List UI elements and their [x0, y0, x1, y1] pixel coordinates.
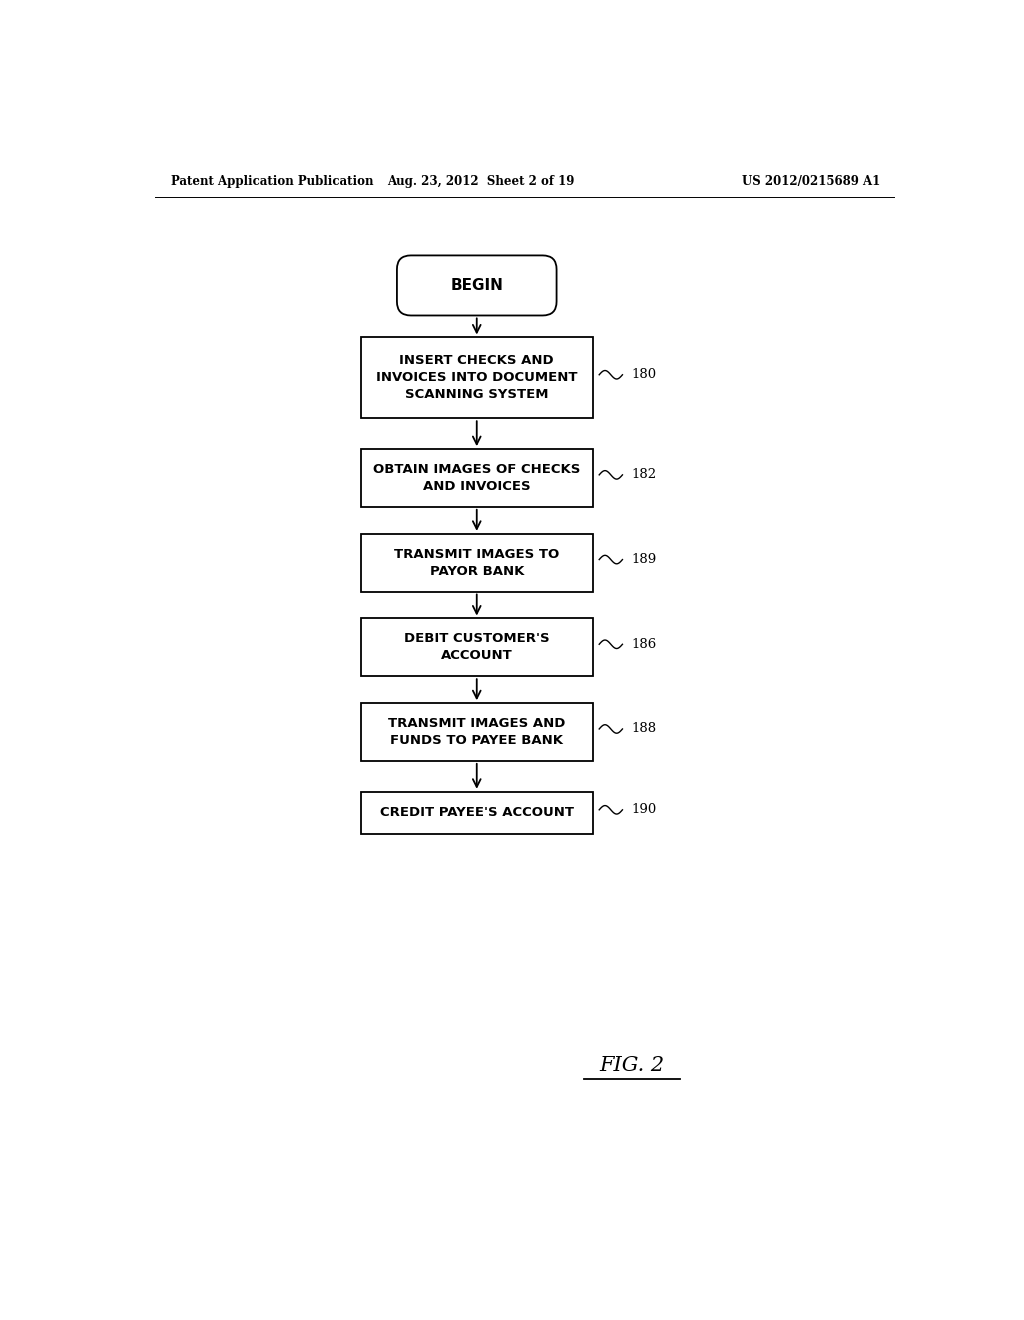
Text: BEGIN: BEGIN	[451, 279, 503, 293]
Text: FIG. 2: FIG. 2	[599, 1056, 665, 1074]
Text: CREDIT PAYEE'S ACCOUNT: CREDIT PAYEE'S ACCOUNT	[380, 807, 573, 820]
Text: 182: 182	[632, 469, 656, 482]
FancyBboxPatch shape	[360, 449, 593, 507]
Text: US 2012/0215689 A1: US 2012/0215689 A1	[741, 176, 880, 187]
FancyBboxPatch shape	[360, 533, 593, 591]
FancyBboxPatch shape	[360, 704, 593, 760]
Text: TRANSMIT IMAGES TO
PAYOR BANK: TRANSMIT IMAGES TO PAYOR BANK	[394, 548, 559, 578]
Text: 190: 190	[632, 804, 657, 816]
Text: Patent Application Publication: Patent Application Publication	[171, 176, 373, 187]
FancyBboxPatch shape	[360, 619, 593, 676]
Text: TRANSMIT IMAGES AND
FUNDS TO PAYEE BANK: TRANSMIT IMAGES AND FUNDS TO PAYEE BANK	[388, 717, 565, 747]
Text: DEBIT CUSTOMER'S
ACCOUNT: DEBIT CUSTOMER'S ACCOUNT	[403, 632, 550, 663]
Text: Aug. 23, 2012  Sheet 2 of 19: Aug. 23, 2012 Sheet 2 of 19	[387, 176, 574, 187]
Text: INSERT CHECKS AND
INVOICES INTO DOCUMENT
SCANNING SYSTEM: INSERT CHECKS AND INVOICES INTO DOCUMENT…	[376, 354, 578, 401]
Text: 188: 188	[632, 722, 656, 735]
Text: 189: 189	[632, 553, 657, 566]
Text: 186: 186	[632, 638, 657, 651]
FancyBboxPatch shape	[397, 256, 557, 315]
Text: OBTAIN IMAGES OF CHECKS
AND INVOICES: OBTAIN IMAGES OF CHECKS AND INVOICES	[373, 463, 581, 492]
FancyBboxPatch shape	[360, 792, 593, 834]
Text: 180: 180	[632, 368, 656, 381]
FancyBboxPatch shape	[360, 338, 593, 418]
